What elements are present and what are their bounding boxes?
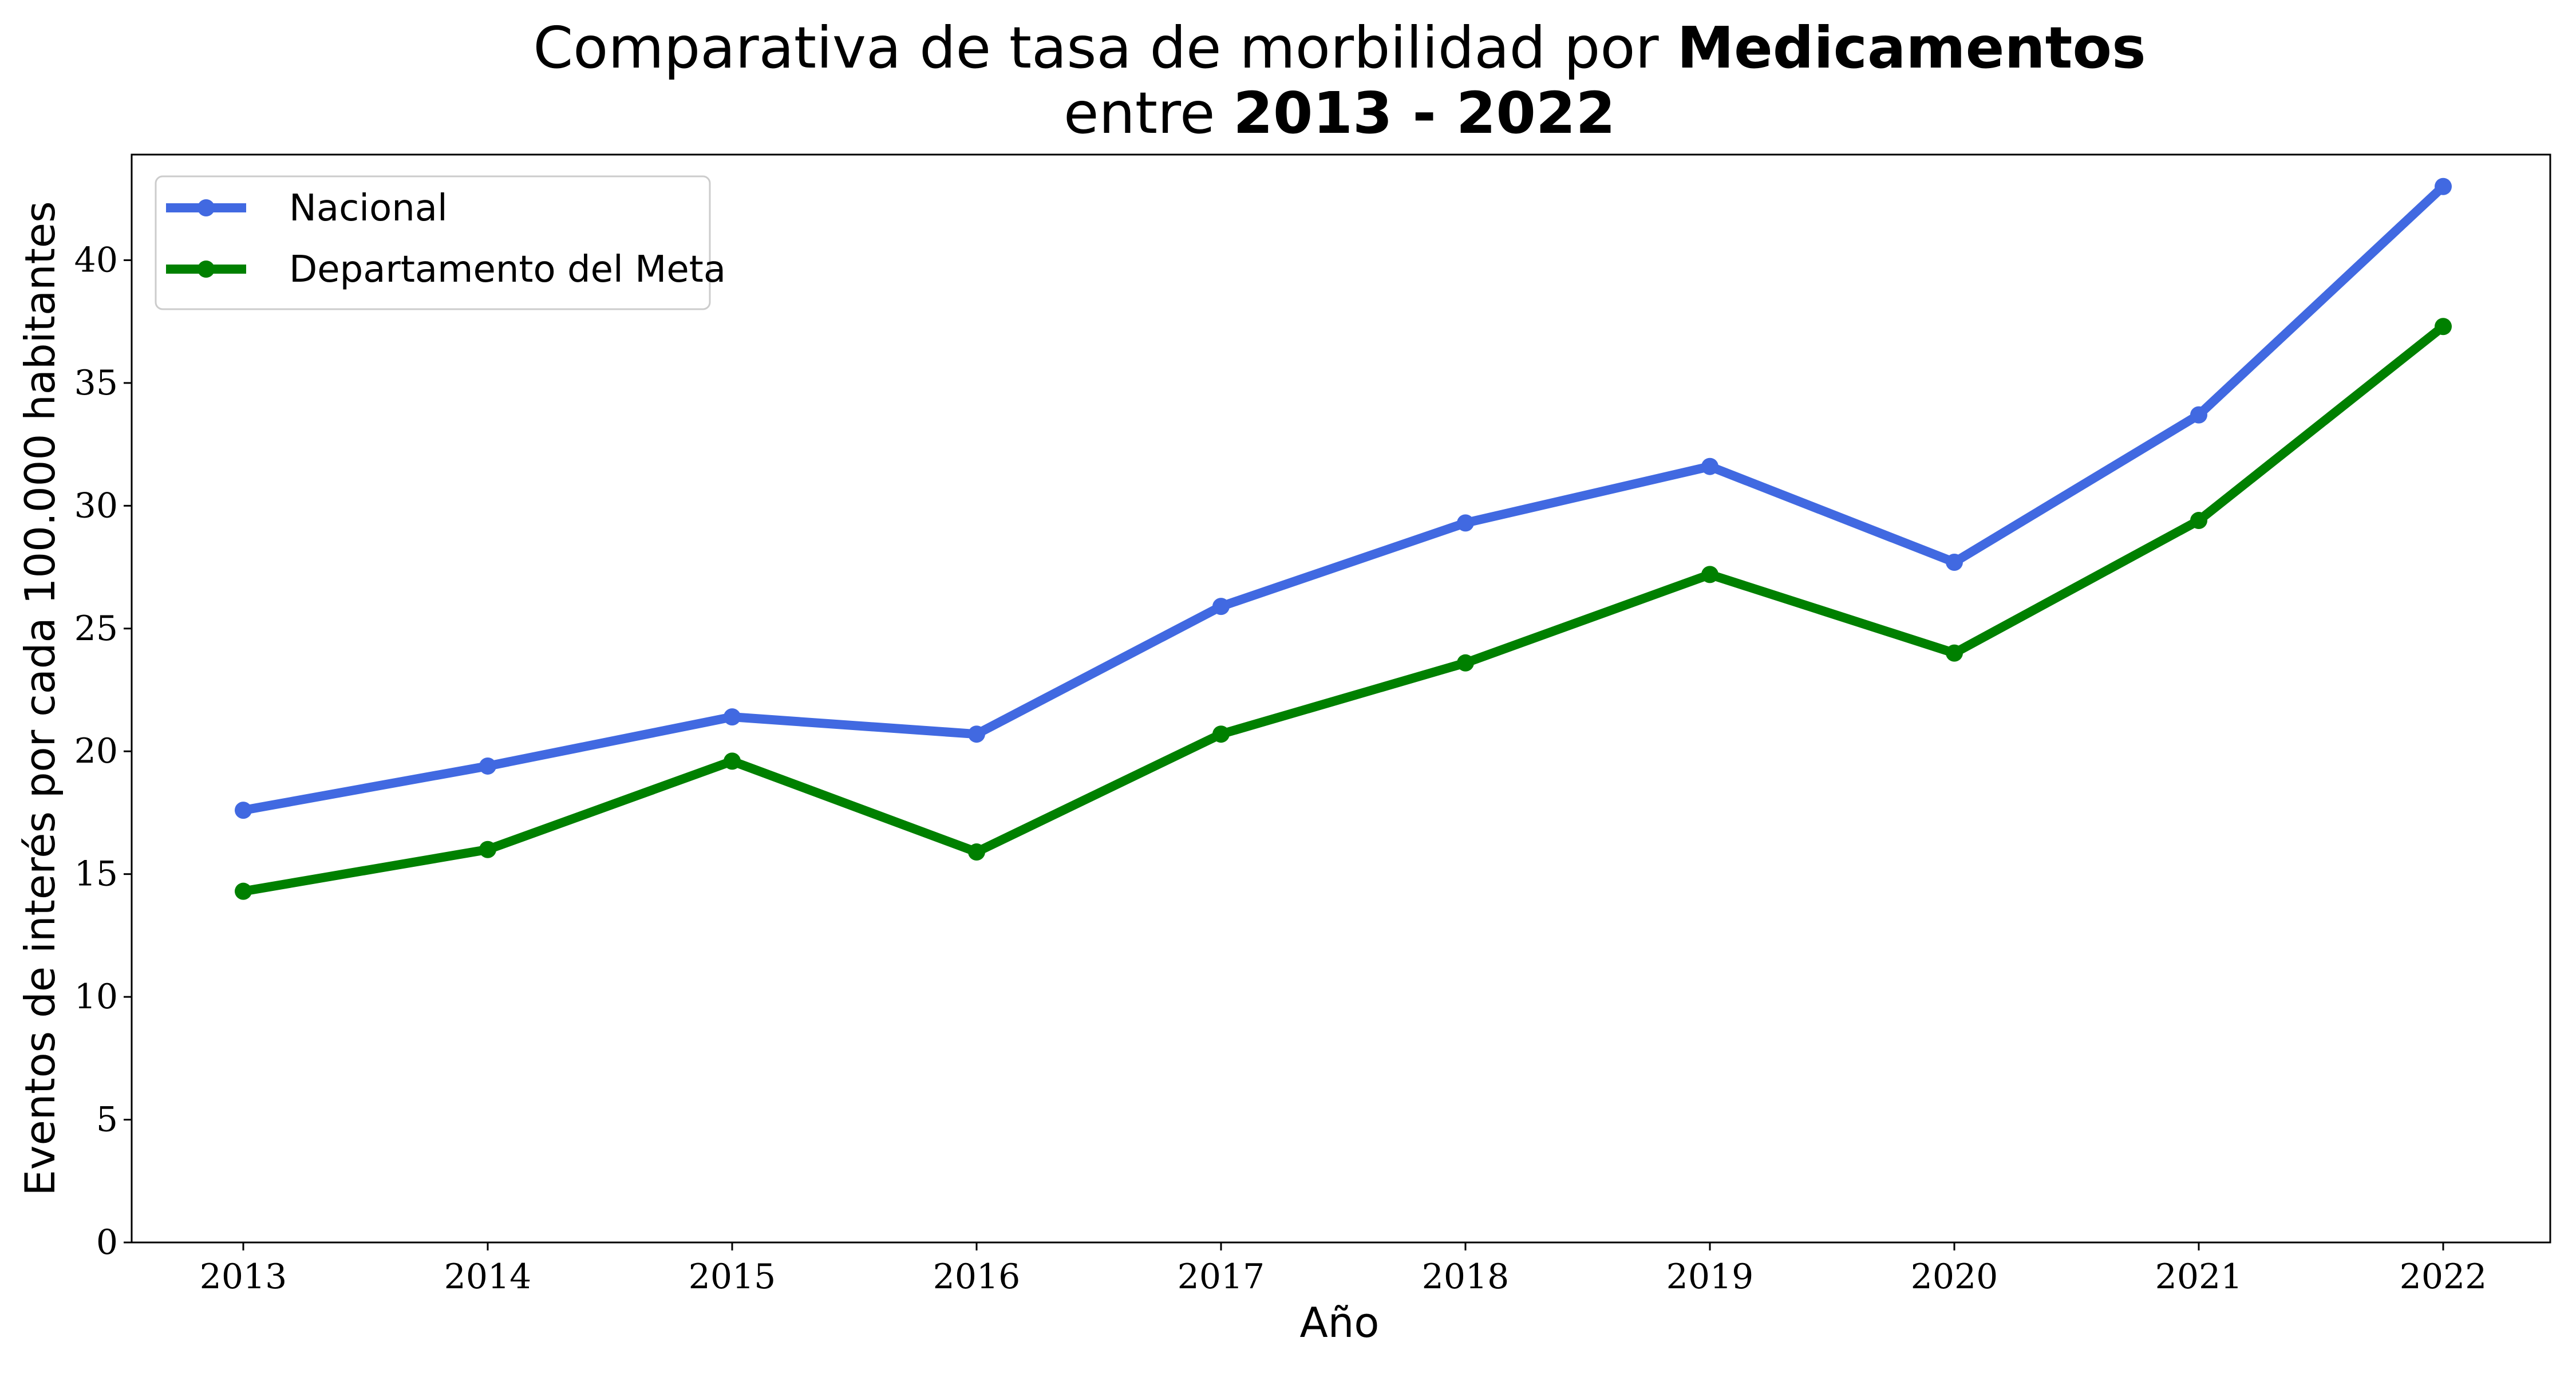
data-point-nacional-2020 (1946, 553, 1963, 571)
data-point-departamento-del-meta-2018 (1457, 654, 1474, 672)
data-point-nacional-2015 (724, 708, 741, 726)
data-point-nacional-2019 (1701, 457, 1718, 475)
y-tick-label-0: 0 (96, 1222, 118, 1262)
x-axis-label: Año (1300, 1299, 1380, 1347)
data-point-nacional-2017 (1212, 598, 1230, 615)
x-tick-label-2015: 2015 (689, 1257, 776, 1297)
data-point-departamento-del-meta-2020 (1946, 644, 1963, 662)
plot-marks (235, 177, 2452, 900)
legend-label-nacional: Nacional (289, 187, 448, 230)
y-tick-label-15: 15 (74, 854, 118, 894)
data-point-departamento-del-meta-2022 (2435, 318, 2452, 336)
legend-label-meta: Departamento del Meta (289, 248, 726, 291)
data-point-departamento-del-meta-2019 (1701, 566, 1718, 583)
y-tick-label-5: 5 (96, 1100, 118, 1140)
series-line-nacional (239, 182, 2448, 815)
x-tick-label-2021: 2021 (2155, 1257, 2243, 1297)
x-tick-label-2022: 2022 (2400, 1257, 2487, 1297)
legend-frame (155, 175, 711, 310)
data-point-departamento-del-meta-2017 (1212, 725, 1230, 743)
x-tick-label-2017: 2017 (1178, 1257, 1265, 1297)
legend-marker-nacional (197, 199, 215, 216)
x-tick-label-2013: 2013 (200, 1257, 287, 1297)
x-tick-label-2014: 2014 (444, 1257, 532, 1297)
data-point-nacional-2014 (479, 757, 496, 775)
y-tick-label-25: 25 (74, 609, 118, 649)
plot-frame (131, 153, 2551, 1244)
data-point-departamento-del-meta-2014 (479, 841, 496, 858)
y-tick-label-35: 35 (74, 363, 118, 403)
y-tick-label-40: 40 (74, 240, 118, 280)
data-point-departamento-del-meta-2013 (235, 882, 252, 900)
data-point-nacional-2021 (2190, 406, 2207, 424)
chart-title-line-2: entre 2013 - 2022 (1064, 80, 1615, 147)
legend: Nacional Departamento del Meta (155, 175, 726, 310)
chart-title-line-2-bold: 2013 - 2022 (1233, 80, 1615, 147)
data-point-nacional-2013 (235, 802, 252, 819)
x-tick-label-2020: 2020 (1911, 1257, 1998, 1297)
x-tick-label-2019: 2019 (1666, 1257, 1754, 1297)
chart-title-line-1-bold: Medicamentos (1677, 14, 2146, 81)
data-point-departamento-del-meta-2016 (968, 843, 985, 861)
data-point-nacional-2016 (968, 725, 985, 743)
y-axis-ticks: 0 5 10 15 20 25 30 35 40 (74, 240, 132, 1262)
data-point-departamento-del-meta-2021 (2190, 512, 2207, 530)
x-axis-ticks: 2013 2014 2015 2016 2017 2018 2019 2020 2021 2022 (200, 1242, 2487, 1297)
y-axis-label: Eventos de interés por cada 100.000 habi… (16, 201, 64, 1195)
y-tick-label-30: 30 (74, 486, 118, 526)
x-tick-label-2018: 2018 (1422, 1257, 1510, 1297)
legend-marker-meta (197, 261, 215, 278)
chart-title-line-1-prefix: Comparativa de tasa de morbilidad por (533, 14, 1677, 81)
data-point-nacional-2022 (2435, 177, 2452, 195)
data-point-departamento-del-meta-2015 (724, 752, 741, 770)
x-tick-label-2016: 2016 (933, 1257, 1021, 1297)
chart-title-line-1: Comparativa de tasa de morbilidad por Me… (533, 14, 2146, 81)
y-tick-label-20: 20 (74, 731, 118, 771)
y-tick-label-10: 10 (74, 977, 118, 1017)
chart-title-line-2-prefix: entre (1064, 80, 1233, 147)
series-line-departamento-del-meta (239, 322, 2448, 896)
data-point-nacional-2018 (1457, 514, 1474, 532)
